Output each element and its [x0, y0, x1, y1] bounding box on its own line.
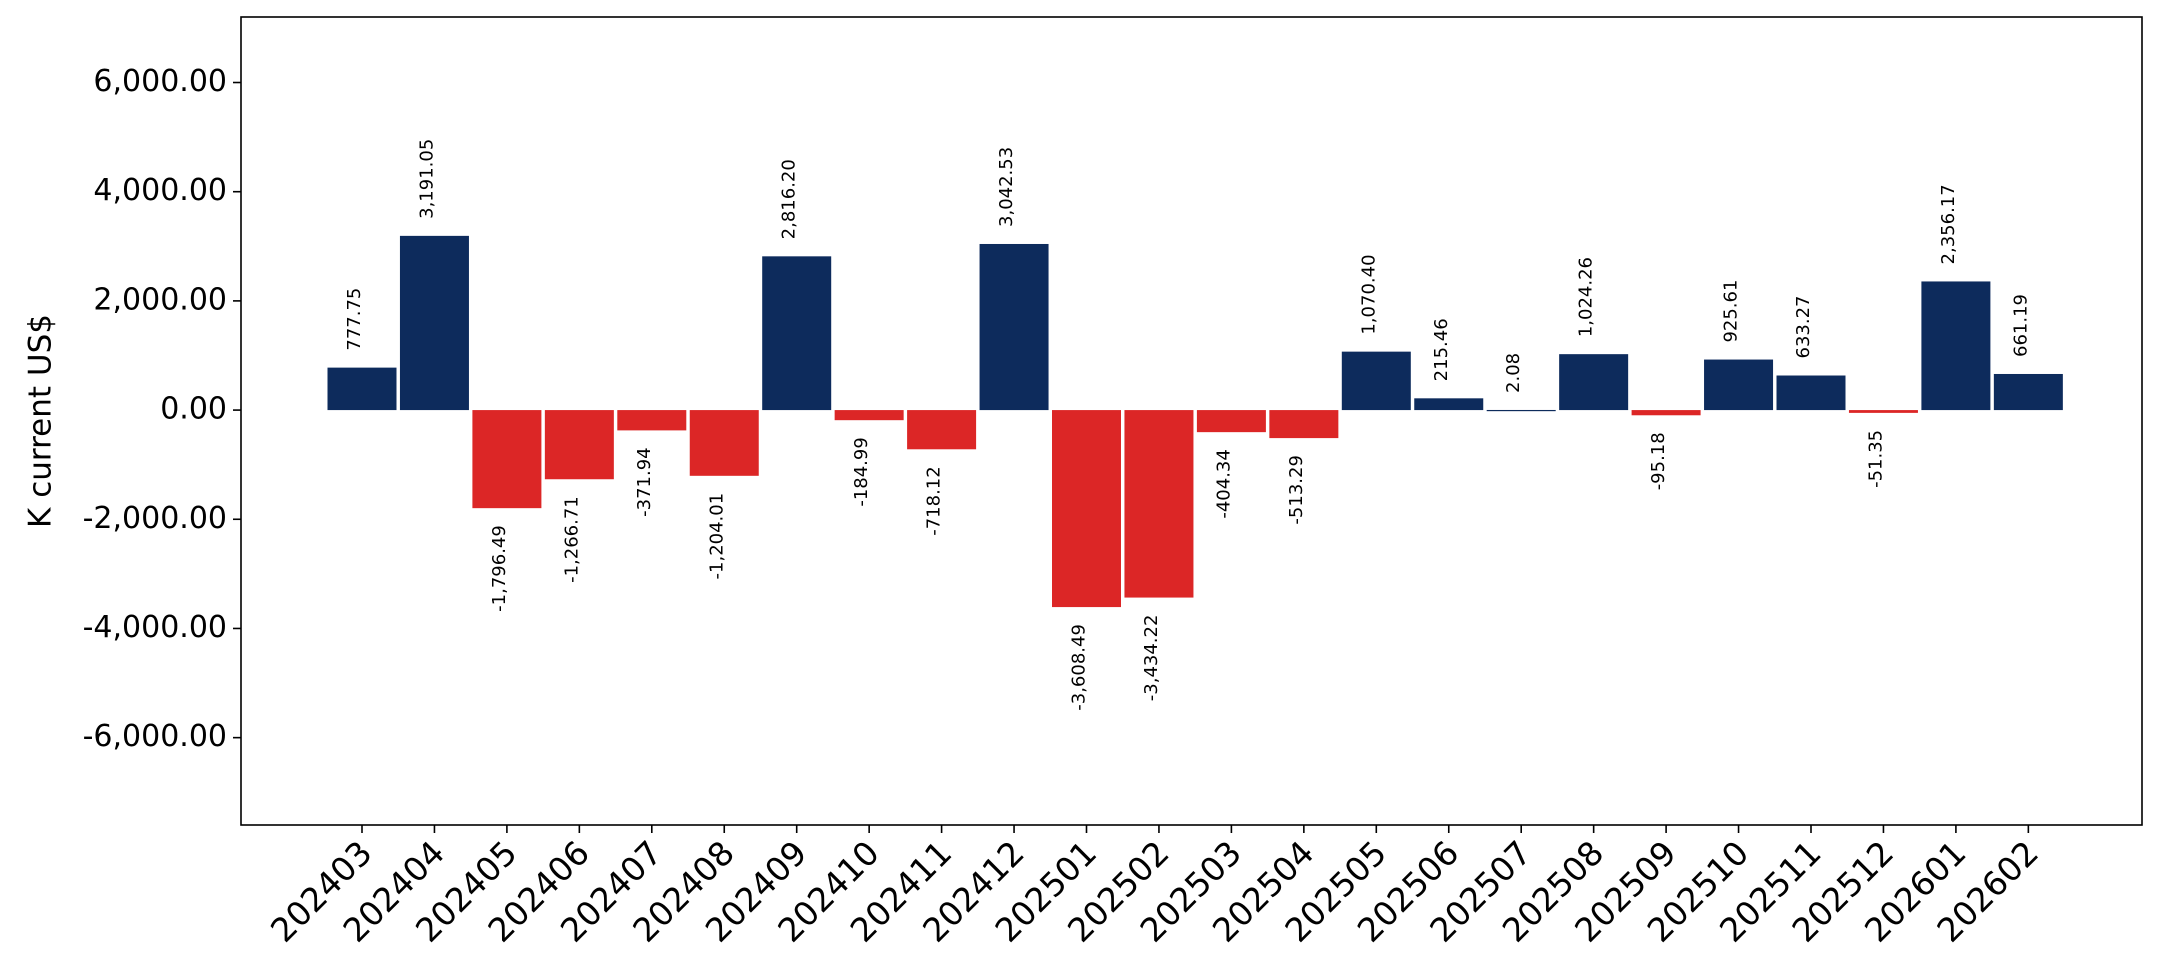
bar-202502	[1124, 410, 1194, 598]
data-label-202509: -95.18	[1648, 432, 1669, 490]
data-label-202406: -1,266.71	[561, 496, 582, 583]
bar-202511	[1776, 375, 1846, 411]
y-tick-label: 0.00	[160, 392, 227, 427]
data-label-202410: -184.99	[851, 437, 872, 506]
plot-area-frame	[240, 16, 2143, 826]
bar-202505	[1341, 351, 1411, 411]
data-label-202404: 3,191.05	[416, 139, 437, 219]
bar-202508	[1559, 354, 1629, 411]
bar-202410	[834, 410, 904, 421]
bar-202406	[544, 410, 614, 480]
bar-202405	[472, 410, 542, 509]
bar-202506	[1414, 398, 1484, 411]
bar-202512	[1848, 410, 1918, 413]
data-label-202504: -513.29	[1286, 455, 1307, 524]
bar-202507	[1486, 409, 1556, 412]
data-label-202503: -404.34	[1213, 449, 1234, 518]
y-axis: -6,000.00 -4,000.00 -2,000.00 0.00 2,000.00 4…	[83, 64, 241, 754]
y-tick-label: -6,000.00	[83, 719, 227, 754]
data-label-202408: -1,204.01	[706, 493, 727, 580]
data-label-202510: 925.61	[1721, 280, 1742, 343]
data-label-202501: -3,608.49	[1069, 624, 1090, 711]
bar-202504	[1269, 410, 1339, 439]
bars-group	[327, 235, 2063, 608]
y-tick-label: -2,000.00	[83, 501, 227, 536]
bar-202411	[907, 410, 977, 450]
bar-202403	[327, 367, 397, 411]
data-label-202508: 1,024.26	[1576, 257, 1597, 337]
data-label-202405: -1,796.49	[489, 525, 510, 612]
bar-202501	[1052, 410, 1121, 608]
data-label-202407: -371.94	[634, 447, 655, 516]
data-label-202412: 3,042.53	[996, 147, 1017, 227]
data-label-202602: 661.19	[2010, 294, 2031, 357]
data-label-202507: 2.08	[1503, 353, 1524, 393]
bar-202408	[689, 410, 759, 476]
bar-202510	[1704, 359, 1774, 411]
data-label-202511: 633.27	[1793, 296, 1814, 359]
bar-202602	[1993, 373, 2063, 411]
data-label-202505: 1,070.40	[1358, 254, 1379, 334]
data-label-202403: 777.75	[344, 288, 365, 351]
y-tick-label: 4,000.00	[93, 173, 227, 208]
data-label-202506: 215.46	[1431, 318, 1452, 381]
bar-202412	[979, 243, 1049, 411]
data-labels-group: 777.75 3,191.05 -1,796.49 -1,266.71 -371.94 -…	[344, 139, 2031, 711]
data-label-202409: 2,816.20	[779, 159, 800, 239]
y-tick-label: -4,000.00	[83, 610, 227, 645]
x-axis: 2024032024042024052024062024072024082024…	[263, 825, 2046, 950]
data-label-202502: -3,434.22	[1141, 615, 1162, 702]
bar-202407	[617, 410, 687, 431]
data-label-202512: -51.35	[1865, 430, 1886, 488]
bar-202409	[762, 256, 832, 411]
y-tick-label: 6,000.00	[93, 64, 227, 99]
bar-202601	[1921, 281, 1991, 411]
bar-202404	[399, 235, 469, 411]
bar-202503	[1196, 410, 1266, 433]
y-tick-label: 2,000.00	[93, 282, 227, 317]
y-axis-label: K current US$	[23, 314, 59, 528]
bar-202509	[1631, 410, 1701, 416]
data-label-202601: 2,356.17	[1938, 184, 1959, 264]
data-label-202411: -718.12	[924, 466, 945, 535]
